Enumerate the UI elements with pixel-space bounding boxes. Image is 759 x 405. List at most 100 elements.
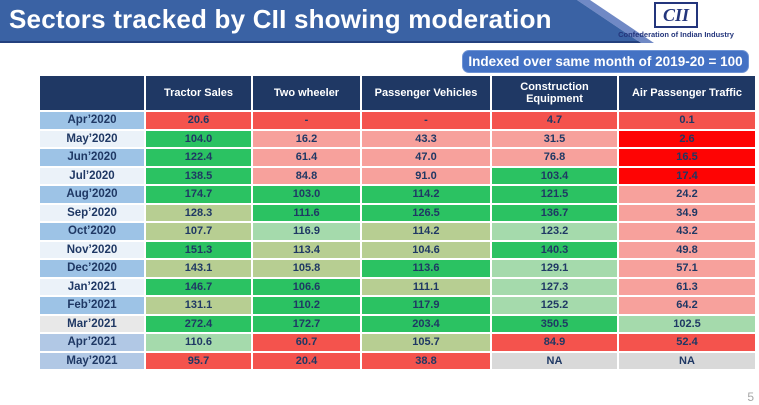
column-header-passenger-vehicles: Passenger Vehicles [360, 74, 492, 112]
table-cell: 107.7 [144, 221, 253, 242]
table-cell: 20.6 [144, 110, 253, 131]
table-cell: 136.7 [490, 202, 619, 223]
column-header-two-wheeler: Two wheeler [251, 74, 362, 112]
table-cell: 61.3 [617, 276, 757, 297]
row-label: Mar’2021 [38, 313, 146, 334]
table-cell: 131.1 [144, 295, 253, 316]
table-header-row: Tractor Sales Two wheeler Passenger Vehi… [38, 74, 757, 112]
table-cell: 2.6 [617, 128, 757, 149]
table-row: May’2020 104.0 16.2 43.3 31.5 2.6 [38, 128, 757, 149]
table-cell: 138.5 [144, 165, 253, 186]
table-body: Apr’2020 20.6- -4.7 0.1 May’2020 104.0 16.2 43.… [38, 110, 757, 371]
table-cell: 16.2 [251, 128, 362, 149]
table-cell: 52.4 [617, 332, 757, 353]
table-cell: 43.2 [617, 221, 757, 242]
title-banner: Sectors tracked by CII showing moderatio… [0, 0, 641, 43]
table-cell: 31.5 [490, 128, 619, 149]
row-label: Oct’2020 [38, 221, 146, 242]
table-cell: 60.7 [251, 332, 362, 353]
cii-logo-caption: Confederation of Indian Industry [618, 30, 734, 39]
row-label: May’2020 [38, 128, 146, 149]
table-cell: 143.1 [144, 258, 253, 279]
table-cell: 114.2 [360, 221, 492, 242]
table-row: Feb’2021 131.1 110.2 117.9 125.2 64.2 [38, 295, 757, 316]
table-cell: - [251, 110, 362, 131]
table-cell: NA [617, 350, 757, 371]
table-cell: 106.6 [251, 276, 362, 297]
table-cell: NA [490, 350, 619, 371]
table-cell: 20.4 [251, 350, 362, 371]
table-row: Jul’2020 138.5 84.8 91.0 103.4 17.4 [38, 165, 757, 186]
row-label: Jun’2020 [38, 147, 146, 168]
column-header-air-passenger-traffic: Air Passenger Traffic [617, 74, 757, 112]
table-cell: 34.9 [617, 202, 757, 223]
table-corner-cell [38, 74, 146, 112]
table-cell: 129.1 [490, 258, 619, 279]
table-cell: 16.5 [617, 147, 757, 168]
row-label: Aug’2020 [38, 184, 146, 205]
row-label: May’2021 [38, 350, 146, 371]
table-cell: 128.3 [144, 202, 253, 223]
table-cell: 104.6 [360, 239, 492, 260]
table-cell: 105.8 [251, 258, 362, 279]
table-cell: 140.3 [490, 239, 619, 260]
table-cell: 105.7 [360, 332, 492, 353]
table-cell: 113.4 [251, 239, 362, 260]
table-cell: 24.2 [617, 184, 757, 205]
table-row: Aug’2020 174.7 103.0 114.2 121.5 24.2 [38, 184, 757, 205]
table-cell: 102.5 [617, 313, 757, 334]
table-cell: 103.4 [490, 165, 619, 186]
table-cell: 43.3 [360, 128, 492, 149]
table-cell: - [360, 110, 492, 131]
sectors-table: Tractor Sales Two wheeler Passenger Vehi… [38, 74, 757, 371]
table-cell: 110.2 [251, 295, 362, 316]
index-note-badge: Indexed over same month of 2019-20 = 100 [462, 50, 749, 73]
table-header: Tractor Sales Two wheeler Passenger Vehi… [38, 74, 757, 112]
row-label: Jan’2021 [38, 276, 146, 297]
table-cell: 125.2 [490, 295, 619, 316]
table-row: May’2021 95.7 20.4 38.8 NA NA [38, 350, 757, 371]
table-row: Dec’2020 143.1 105.8 113.6 129.1 57.1 [38, 258, 757, 279]
cii-logo: CII Confederation of Indian Industry [598, 2, 754, 39]
table-row: Oct’2020 107.7 116.9 114.2 123.2 43.2 [38, 221, 757, 242]
cii-logo-text: CII [662, 5, 689, 25]
table-cell: 113.6 [360, 258, 492, 279]
page-title: Sectors tracked by CII showing moderatio… [9, 4, 552, 34]
table-cell: 272.4 [144, 313, 253, 334]
table-cell: 126.5 [360, 202, 492, 223]
row-label: Jul’2020 [38, 165, 146, 186]
table-row: Nov’2020 151.3 113.4 104.6 140.3 49.8 [38, 239, 757, 260]
table-row: Jun’2020 122.4 61.4 47.0 76.8 16.5 [38, 147, 757, 168]
column-header-construction-equipment: Construction Equipment [490, 74, 619, 112]
row-label: Nov’2020 [38, 239, 146, 260]
table-cell: 203.4 [360, 313, 492, 334]
column-header-tractor-sales: Tractor Sales [144, 74, 253, 112]
table-cell: 121.5 [490, 184, 619, 205]
table-cell: 103.0 [251, 184, 362, 205]
table-row: Apr’2021 110.6 60.7 105.7 84.9 52.4 [38, 332, 757, 353]
table-cell: 116.9 [251, 221, 362, 242]
slide-number: 5 [747, 390, 754, 404]
table-cell: 38.8 [360, 350, 492, 371]
table-row: Apr’2020 20.6- -4.7 0.1 [38, 110, 757, 131]
row-label: Sep’2020 [38, 202, 146, 223]
table-row: Jan’2021 146.7 106.6 111.1 127.3 61.3 [38, 276, 757, 297]
table-cell: 117.9 [360, 295, 492, 316]
table-cell: 91.0 [360, 165, 492, 186]
table-cell: 127.3 [490, 276, 619, 297]
table-cell: 123.2 [490, 221, 619, 242]
table-cell: 122.4 [144, 147, 253, 168]
row-label: Feb’2021 [38, 295, 146, 316]
table-cell: 17.4 [617, 165, 757, 186]
table-row: Sep’2020 128.3 111.6 126.5 136.7 34.9 [38, 202, 757, 223]
table-cell: 104.0 [144, 128, 253, 149]
row-label: Apr’2020 [38, 110, 146, 131]
table-cell: 64.2 [617, 295, 757, 316]
table-cell: 350.5 [490, 313, 619, 334]
table-cell: 49.8 [617, 239, 757, 260]
table-cell: 76.8 [490, 147, 619, 168]
table-cell: 84.9 [490, 332, 619, 353]
table-cell: 110.6 [144, 332, 253, 353]
cii-logo-mark: CII [653, 2, 698, 28]
